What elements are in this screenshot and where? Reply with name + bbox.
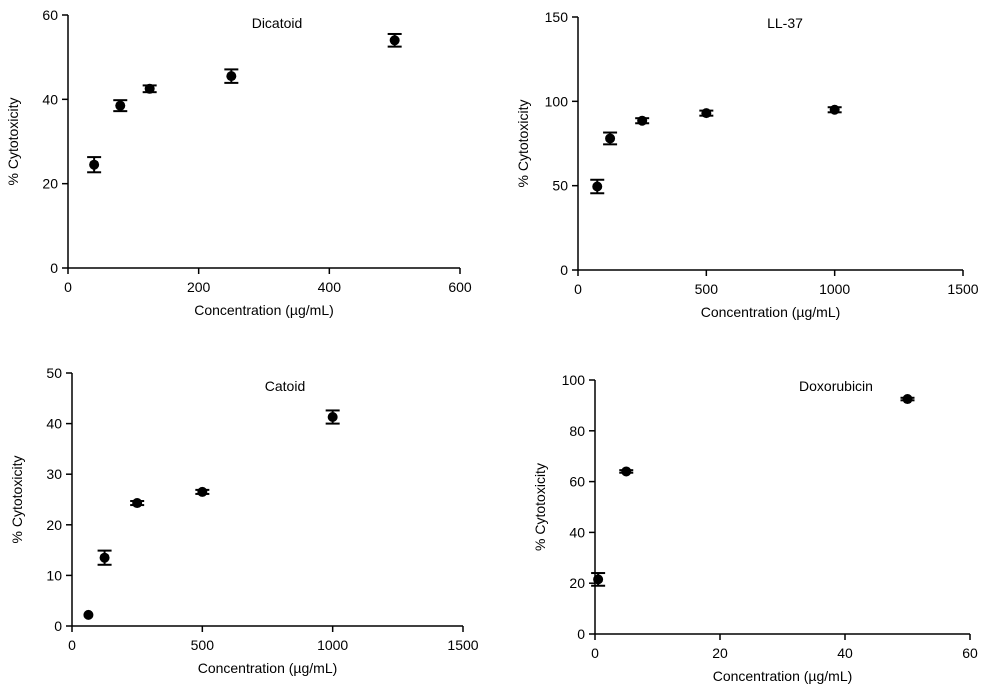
x-tick-label: 600: [448, 279, 472, 295]
data-point: [97, 549, 112, 566]
data-point: [113, 99, 128, 113]
y-axis-title: % Cytotoxicity: [9, 456, 25, 544]
data-marker: [592, 181, 603, 192]
x-axis-title: Concentration (µg/mL): [713, 668, 853, 684]
data-point: [142, 83, 157, 94]
chart-title: Dicatoid: [252, 15, 303, 31]
y-tick-label: 100: [562, 372, 586, 388]
x-tick-label: 500: [695, 281, 719, 297]
y-tick-label: 20: [46, 517, 62, 533]
chart-panel-doxorubicin: 0 20 40 60 0 20 40 60 80 100 Concentration (µg/mL)…: [500, 355, 1000, 692]
y-tick-label: 40: [46, 416, 62, 432]
data-marker: [89, 159, 100, 170]
data-point: [195, 486, 210, 497]
data-marker: [621, 466, 632, 477]
data-point: [900, 394, 915, 405]
x-tick-label: 1000: [819, 281, 850, 297]
data-point: [325, 409, 340, 425]
data-marker: [83, 609, 94, 620]
data-marker: [389, 35, 400, 46]
chart-svg: 0 200 400 600 0 20 40 60 Concentration (µg/mL) % …: [5, 7, 472, 318]
x-tick-label: 60: [962, 645, 978, 661]
data-point: [591, 572, 606, 587]
y-axis-title: % Cytotoxicity: [515, 100, 531, 188]
data-point: [224, 68, 239, 84]
chart-title: Catoid: [265, 378, 305, 394]
y-tick-label: 30: [46, 466, 62, 482]
data-marker: [829, 104, 840, 115]
x-tick-label: 0: [574, 281, 582, 297]
y-tick-label: 0: [50, 260, 58, 276]
data-point: [590, 178, 605, 195]
chart-panel-catoid: 0 500 1000 1500 0 10 20 30 40 50 Concentration (µg…: [0, 355, 490, 692]
data-marker: [144, 83, 155, 94]
chart-svg: 0 20 40 60 0 20 40 60 80 100 Concentration (µg/mL)…: [532, 372, 978, 684]
y-tick-label: 100: [545, 93, 569, 109]
data-point: [635, 115, 650, 126]
data-marker: [902, 394, 913, 405]
data-point: [827, 104, 842, 115]
chart-title: LL-37: [767, 15, 803, 31]
y-tick-label: 60: [569, 474, 585, 490]
data-marker: [605, 133, 616, 144]
x-tick-label: 20: [712, 645, 728, 661]
x-tick-label: 200: [187, 279, 211, 295]
x-tick-label: 0: [591, 645, 599, 661]
data-marker: [226, 71, 237, 82]
y-tick-label: 50: [46, 365, 62, 381]
y-tick-label: 0: [54, 618, 62, 634]
data-marker: [593, 574, 604, 585]
x-tick-label: 400: [318, 279, 342, 295]
chart-svg: 0 500 1000 1500 0 10 20 30 40 50 Concentration (µg…: [9, 365, 479, 676]
chart-panel-dicatoid: 0 200 400 600 0 20 40 60 Concentration (µg/mL) % …: [0, 0, 490, 340]
chart-title: Doxorubicin: [799, 378, 873, 394]
data-marker: [99, 552, 110, 563]
y-tick-label: 60: [42, 7, 58, 23]
x-tick-label: 0: [68, 637, 76, 653]
y-tick-label: 50: [552, 178, 568, 194]
x-tick-label: 0: [64, 279, 72, 295]
data-point: [130, 498, 145, 509]
data-marker: [701, 108, 712, 119]
data-point: [83, 609, 94, 620]
y-tick-label: 80: [569, 423, 585, 439]
y-tick-label: 0: [560, 262, 568, 278]
y-tick-label: 40: [569, 524, 585, 540]
data-marker: [327, 412, 338, 423]
y-tick-label: 20: [569, 575, 585, 591]
x-axis-title: Concentration (µg/mL): [198, 660, 338, 676]
chart-svg: 0 500 1000 1500 0 50 100 150 Concentration (µg/m…: [515, 9, 979, 320]
data-point: [699, 108, 714, 119]
y-tick-label: 150: [545, 9, 569, 25]
y-axis-title: % Cytotoxicity: [532, 463, 548, 551]
x-tick-label: 1000: [317, 637, 348, 653]
data-point: [87, 156, 102, 174]
x-axis-title: Concentration (µg/mL): [701, 304, 841, 320]
data-marker: [637, 115, 648, 126]
data-marker: [197, 486, 208, 497]
y-axis-title: % Cytotoxicity: [5, 98, 21, 186]
x-axis-title: Concentration (µg/mL): [194, 302, 334, 318]
y-tick-label: 10: [46, 567, 62, 583]
x-tick-label: 1500: [947, 281, 978, 297]
x-tick-label: 500: [191, 637, 215, 653]
data-point: [603, 131, 618, 146]
x-tick-label: 1500: [447, 637, 478, 653]
x-tick-label: 40: [837, 645, 853, 661]
y-tick-label: 0: [577, 626, 585, 642]
data-point: [619, 466, 634, 477]
chart-panel-ll37: 0 500 1000 1500 0 50 100 150 Concentration (µg/m…: [500, 0, 1000, 340]
y-tick-label: 40: [42, 91, 58, 107]
data-point: [387, 32, 402, 48]
data-marker: [132, 498, 143, 509]
y-tick-label: 20: [42, 176, 58, 192]
data-marker: [115, 100, 126, 111]
